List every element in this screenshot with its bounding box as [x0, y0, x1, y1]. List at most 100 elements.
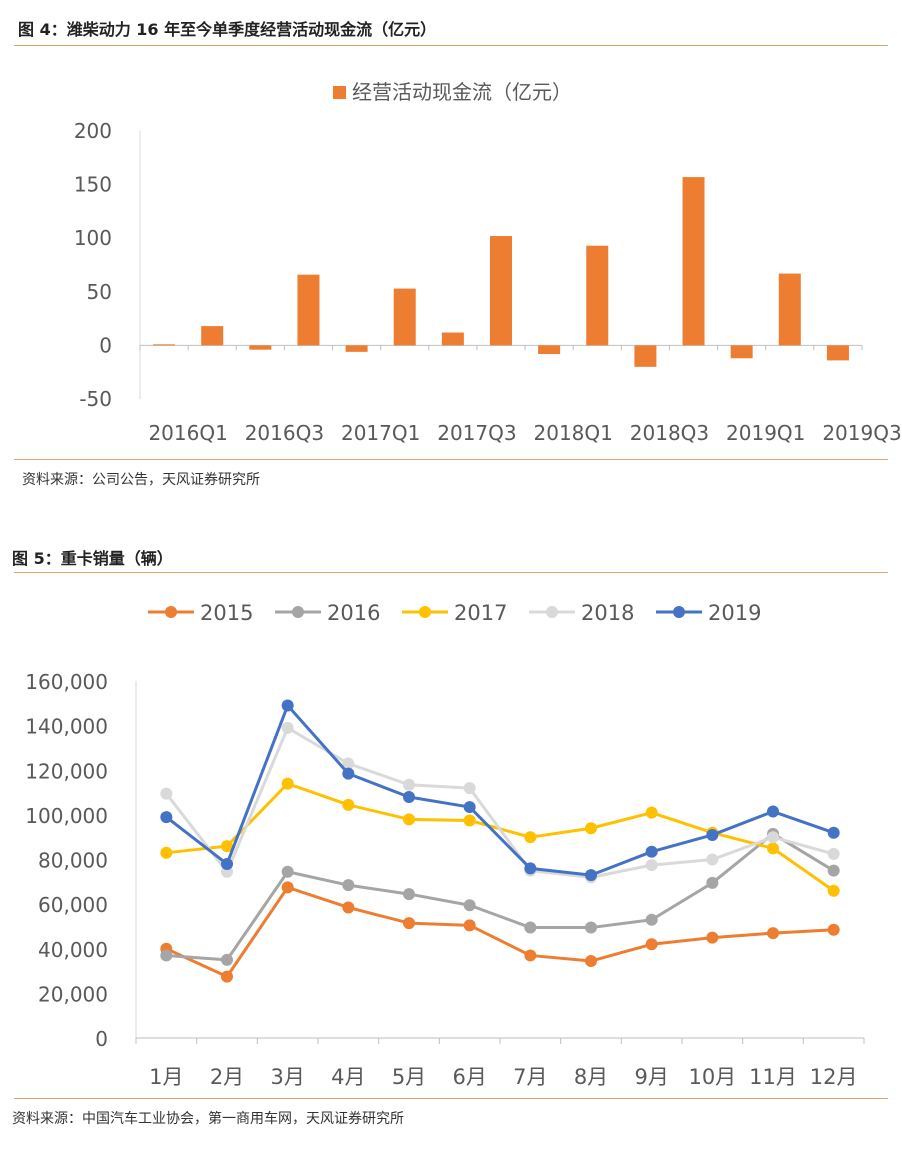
- series-2015: [160, 881, 840, 983]
- legend-marker-2017: [419, 606, 431, 618]
- point-2016-5月: [403, 888, 415, 901]
- point-2015-2月: [221, 970, 233, 983]
- point-2015-4月: [342, 901, 355, 914]
- point-2015-5月: [403, 917, 415, 930]
- legend: 经营活动现金流（亿元）: [333, 80, 572, 104]
- legend-label-2018: 2018: [581, 601, 634, 625]
- series-line-2015: [165, 885, 834, 979]
- point-2015-11月: [767, 927, 779, 940]
- x-tick-label: 2018Q3: [630, 421, 709, 445]
- series-line-2019: [165, 704, 835, 877]
- point-2017-6月: [463, 814, 476, 827]
- bar-2018Q3: [634, 345, 657, 367]
- bar-2016Q3: [249, 345, 272, 350]
- x-tick-label: 5月: [392, 1065, 426, 1089]
- point-2015-6月: [463, 919, 476, 932]
- legend-label-2019: 2019: [708, 601, 761, 625]
- y-tick-label: 120,000: [25, 759, 108, 783]
- point-2016-2月: [221, 953, 233, 966]
- point-2016-7月: [524, 921, 537, 934]
- point-2016-6月: [463, 899, 476, 912]
- x-tick-label: 2月: [210, 1065, 244, 1089]
- figure5-title: 图 5：重卡销量（辆）: [12, 549, 173, 568]
- legend-marker-2019: [673, 606, 685, 618]
- bar-2019Q3: [826, 345, 849, 361]
- figure4-source: 资料来源：公司公告，天风证券研究所: [22, 472, 260, 488]
- y-tick-label: 40,000: [38, 938, 108, 962]
- point-2019-4月: [342, 767, 355, 780]
- bar-2017Q1: [345, 345, 368, 352]
- point-2018-4月: [342, 757, 355, 770]
- y-tick-label: -50: [79, 387, 112, 411]
- point-2019-2月: [221, 857, 233, 870]
- x-tick-label: 9月: [634, 1065, 668, 1089]
- y-tick-label: 100,000: [25, 804, 108, 828]
- point-2018-5月: [403, 778, 415, 791]
- figure5-bottom-rule: [14, 1098, 888, 1099]
- point-2016-1月: [160, 949, 173, 962]
- point-2016-10月: [706, 876, 719, 889]
- point-2015-9月: [645, 938, 658, 951]
- bar-2019Q2: [778, 273, 801, 346]
- point-2015-8月: [585, 955, 597, 968]
- bar-2018Q1: [538, 345, 561, 354]
- legend-label-2016: 2016: [327, 601, 380, 625]
- x-tick-label: 2017Q3: [437, 421, 516, 445]
- series-2018: [160, 721, 840, 884]
- y-tick-label: 60,000: [38, 893, 108, 917]
- x-tick-label: 7月: [513, 1065, 547, 1089]
- bar-2017Q4: [490, 236, 512, 346]
- point-2017-8月: [585, 822, 597, 835]
- bar-2018Q2: [586, 245, 609, 346]
- series-2016: [160, 827, 840, 966]
- x-tick-label: 12月: [810, 1065, 858, 1089]
- figure4-top-rule: [14, 45, 888, 46]
- x-tick-label: 2019Q1: [726, 421, 805, 445]
- point-2016-3月: [281, 865, 294, 878]
- bar-2017Q3: [441, 332, 464, 346]
- x-tick-label: 2016Q3: [245, 421, 324, 445]
- series-line-2018: [165, 726, 835, 879]
- bar-2017Q2: [393, 288, 416, 346]
- x-tick-label: 2018Q1: [534, 421, 613, 445]
- point-2019-8月: [585, 869, 597, 882]
- point-2019-12月: [827, 826, 840, 839]
- point-2018-3月: [281, 721, 294, 734]
- y-tick-label: 100: [74, 226, 112, 250]
- legend: 2015 2016 2017 2018 2019: [148, 601, 761, 625]
- figure4-bottom-rule: [14, 459, 888, 460]
- figure5-source: 资料来源：中国汽车工业协会，第一商用车网，天风证券研究所: [12, 1111, 404, 1127]
- point-2017-2月: [221, 840, 233, 853]
- point-2015-10月: [706, 931, 719, 944]
- legend-swatch: [333, 86, 346, 99]
- y-tick-label: 150: [74, 173, 112, 197]
- y-tick-label: 20,000: [38, 982, 108, 1006]
- x-tick-label: 2017Q1: [341, 421, 420, 445]
- x-tick-label: 11月: [749, 1065, 797, 1089]
- legend-label-2015: 2015: [200, 601, 253, 625]
- y-tick-label: 0: [95, 1027, 108, 1051]
- point-2018-11月: [767, 831, 779, 844]
- point-2017-1月: [160, 846, 173, 859]
- x-tick-label: 6月: [452, 1065, 486, 1089]
- legend-marker-2018: [546, 606, 558, 618]
- y-tick-label: 0: [99, 333, 112, 357]
- bar-2018Q4: [682, 177, 705, 346]
- point-2017-4月: [342, 798, 355, 811]
- point-2019-7月: [524, 862, 537, 875]
- point-2018-12月: [827, 847, 840, 860]
- point-2017-12月: [827, 884, 840, 897]
- cashflow-bar-chart: -50 0 50 100 150 200 2016Q1 2016Q3 2017Q1 2017Q3 2…: [74, 80, 902, 445]
- point-2019-3月: [281, 699, 294, 712]
- point-2016-9月: [645, 913, 658, 926]
- x-tick-label: 4月: [331, 1065, 365, 1089]
- bar-2016Q2: [201, 326, 224, 346]
- x-tick-label: 2019Q3: [822, 421, 901, 445]
- legend-label: 经营活动现金流（亿元）: [352, 80, 572, 104]
- point-2015-7月: [524, 949, 537, 962]
- figure5-top-rule: [14, 572, 888, 573]
- bar-2016Q1: [153, 344, 176, 346]
- truck-sales-line-chart: 0 20,000 40,000 60,000 80,000 100,000 120,000 1…: [25, 601, 865, 1089]
- y-tick-label: 80,000: [38, 849, 108, 873]
- point-2018-6月: [463, 782, 476, 795]
